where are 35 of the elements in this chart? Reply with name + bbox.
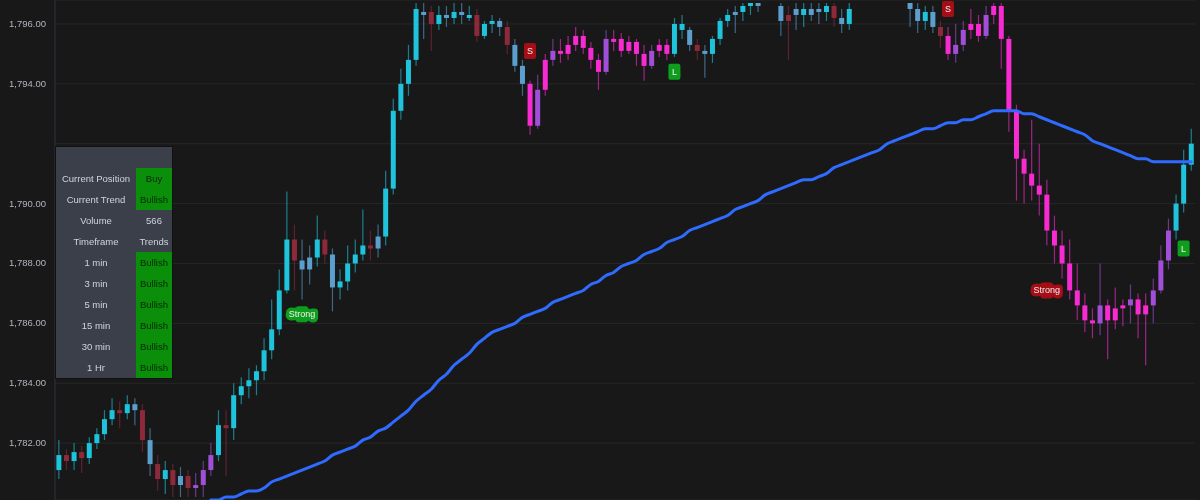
text: 566 bbox=[146, 215, 162, 226]
category-label: Timeframe bbox=[73, 236, 119, 247]
data-label: S bbox=[944, 3, 952, 14]
line-series bbox=[209, 109, 1193, 500]
text: Buy bbox=[145, 173, 163, 184]
category-label: 1 Hr bbox=[87, 362, 105, 373]
category-label: 1 min bbox=[84, 257, 108, 268]
category-label: Volume bbox=[80, 215, 112, 226]
data-label: S bbox=[526, 45, 534, 56]
y-tick-label: 1,796.00 bbox=[9, 17, 46, 29]
text: Bullish bbox=[140, 194, 168, 205]
data-label: L bbox=[671, 66, 677, 77]
text: Bullish bbox=[140, 278, 168, 289]
candlestick bbox=[755, 2, 761, 13]
y-tick-label: 1,794.00 bbox=[9, 77, 46, 89]
y-tick-label: 1,790.00 bbox=[9, 197, 46, 209]
text: Bullish bbox=[140, 362, 168, 373]
y-tick-label: 1,782.00 bbox=[9, 437, 46, 449]
y-tick-label: 1,784.00 bbox=[9, 377, 46, 389]
category-label: Current Position bbox=[61, 173, 131, 184]
text: Bullish bbox=[140, 341, 168, 352]
candlestick bbox=[489, 14, 495, 34]
data-label: L bbox=[1181, 243, 1187, 254]
category-label: 15 min bbox=[81, 320, 111, 331]
category-label: Current Trend bbox=[66, 194, 126, 205]
y-tick-label: 1,786.00 bbox=[9, 317, 46, 329]
text: Bullish bbox=[140, 320, 168, 331]
category-label: 3 min bbox=[84, 278, 108, 289]
text: Bullish bbox=[140, 299, 168, 310]
candlestick bbox=[740, 2, 746, 22]
category-label: 5 min bbox=[84, 299, 108, 310]
text: Trends bbox=[139, 236, 169, 247]
y-tick-label: 1,788.00 bbox=[9, 257, 46, 269]
category-label: 30 min bbox=[81, 341, 111, 352]
text: Bullish bbox=[140, 257, 168, 268]
